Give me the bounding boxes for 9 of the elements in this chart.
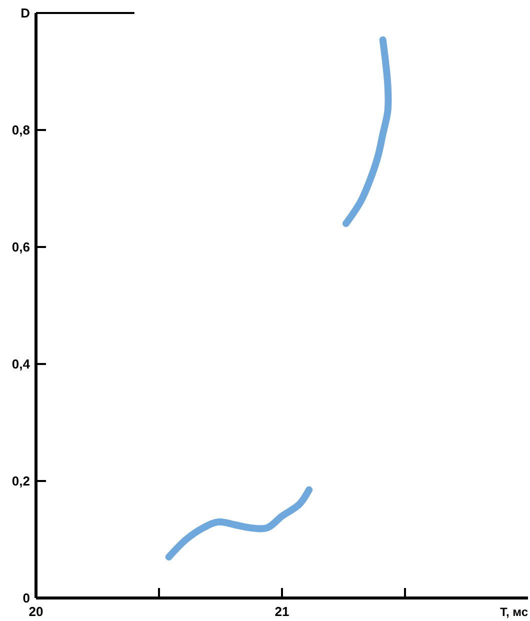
y-tick-label: 0,2 [12,474,30,489]
y-axis-title: D [20,6,30,21]
y-tick-label: 0,4 [12,356,31,372]
y-tick-label: 0,8 [12,122,30,138]
x-axis-title: T, мс [500,605,528,619]
x-tick-label: 20 [28,604,44,619]
y-tick-label: 0 [22,590,30,606]
y-tick-label: 0,6 [12,240,30,255]
x-tick-label: 21 [274,604,290,619]
